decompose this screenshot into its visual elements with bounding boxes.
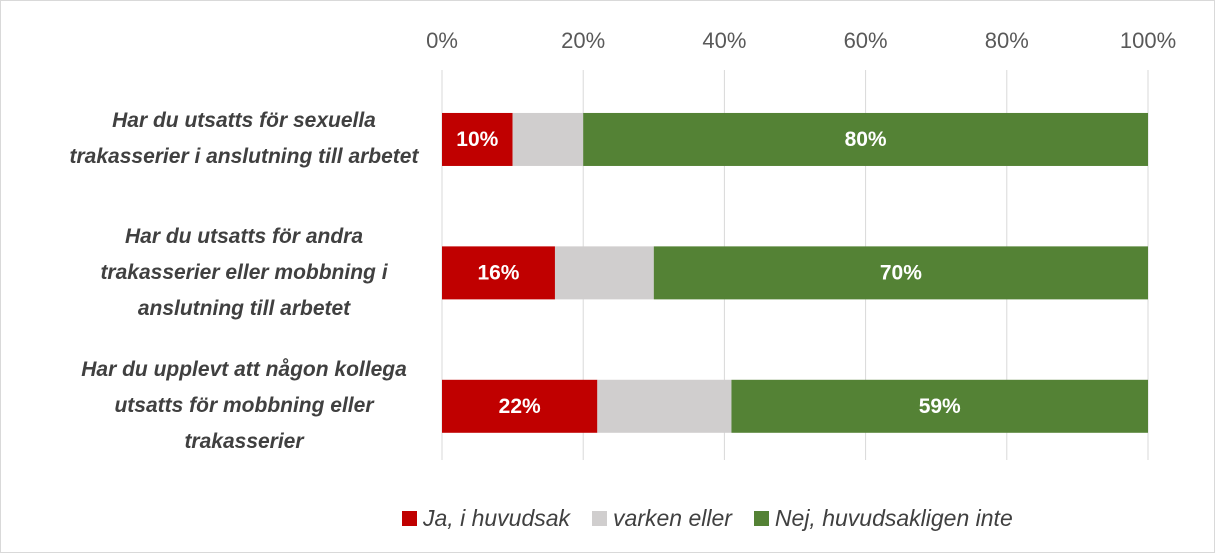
data-label: 59% [919,395,961,418]
data-label: 22% [499,395,541,418]
legend-item: varken eller [592,505,732,532]
legend: Ja, i huvudsak varken eller Nej, huvudsakl… [402,505,1013,532]
legend-item: Ja, i huvudsak [402,505,570,532]
data-label: 10% [456,128,498,151]
legend-swatch [753,511,769,526]
legend-item: Nej, huvudsakligen inte [753,505,1013,532]
bar-segment [442,112,513,166]
bar-segment [653,246,1148,300]
x-tick-label: 20% [561,28,605,53]
category-label: Har du upplevt att någon kollega utsatts… [81,358,407,454]
x-tick-label: 100% [1120,28,1176,53]
bar-segment [554,246,654,300]
bar-segment [597,379,732,433]
x-tick-label: 0% [426,28,458,53]
legend-label: Nej, huvudsakligen inte [774,505,1013,531]
x-tick-label: 80% [985,28,1029,53]
legend-swatch [592,511,608,526]
legend-label: varken eller [613,505,732,531]
data-label: 16% [477,261,519,284]
x-tick-label: 60% [844,28,888,53]
legend-label: Ja, i huvudsak [423,505,571,531]
x-tick-label: 40% [702,28,746,53]
category-label: Har du utsatts för sexuella trakasserier… [69,109,419,169]
legend-swatch [402,511,417,526]
category-label: Har du utsatts för andra trakasserier el… [100,224,388,320]
data-label: 80% [845,128,887,151]
bar-segment [583,112,1148,166]
bar-segment [442,246,555,300]
bar-segment [512,112,584,166]
bar-segment [731,379,1148,433]
bar-segment [442,379,598,433]
data-label: 70% [880,261,922,284]
